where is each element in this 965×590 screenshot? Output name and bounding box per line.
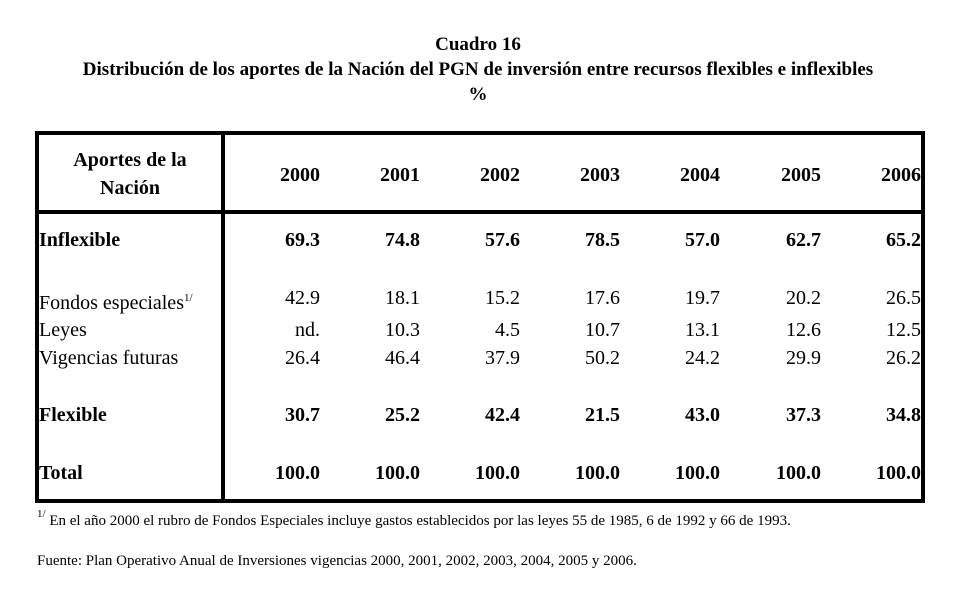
table-cell: 26.2 — [886, 347, 921, 369]
header-label-line1: Aportes de la — [73, 149, 187, 171]
table-cell: nd. — [295, 319, 320, 341]
table-cell: 13.1 — [685, 319, 720, 341]
year-header: 2006 — [881, 164, 921, 186]
table-cell: 65.2 — [886, 229, 921, 251]
year-header: 2004 — [680, 164, 720, 186]
table-cell: 37.3 — [786, 404, 821, 426]
table-cell: 50.2 — [585, 347, 620, 369]
row-label-text: Inflexible — [39, 229, 121, 251]
table-cell: 10.3 — [385, 319, 420, 341]
year-header: 2003 — [580, 164, 620, 186]
table-border — [35, 131, 925, 503]
footnote-ref: 1/ — [183, 292, 193, 304]
column-divider — [221, 131, 225, 503]
table-cell: 21.5 — [585, 404, 620, 426]
row-label: Inflexible — [39, 228, 120, 252]
year-header: 2005 — [781, 164, 821, 186]
row-label-text: Leyes — [39, 319, 87, 341]
year-header: 2002 — [480, 164, 520, 186]
row-label: Flexible — [39, 403, 107, 427]
table-cell: 25.2 — [385, 404, 420, 426]
row-label-text: Total — [39, 462, 83, 484]
table-cell: 43.0 — [685, 404, 720, 426]
row-label-text: Vigencias futuras — [39, 347, 179, 369]
table-cell: 42.9 — [285, 287, 320, 309]
footnote-text: En el año 2000 el rubro de Fondos Especi… — [49, 513, 791, 529]
table-cell: 24.2 — [685, 347, 720, 369]
table-cell: 57.0 — [685, 229, 720, 251]
table-unit: % — [468, 84, 488, 105]
year-header: 2000 — [280, 164, 320, 186]
table-cell: 19.7 — [685, 287, 720, 309]
table-cell: 4.5 — [495, 319, 520, 341]
table-cell: 100.0 — [776, 462, 821, 484]
row-label-text: Fondos especiales — [39, 292, 184, 314]
table-cell: 69.3 — [285, 229, 320, 251]
row-label-text: Flexible — [39, 404, 107, 426]
table-cell: 15.2 — [485, 287, 520, 309]
table-cell: 42.4 — [485, 404, 520, 426]
table-cell: 46.4 — [385, 347, 420, 369]
row-label: Leyes — [39, 318, 87, 342]
row-label: Total — [39, 461, 83, 485]
table-cell: 26.5 — [886, 287, 921, 309]
row-label: Fondos especiales1/ — [39, 286, 193, 315]
header-label-line2: Nación — [100, 177, 160, 199]
table-cell: 34.8 — [886, 404, 921, 426]
table-number: Cuadro 16 — [435, 34, 521, 55]
table-cell: 10.7 — [585, 319, 620, 341]
table-cell: 100.0 — [475, 462, 520, 484]
table-cell: 100.0 — [575, 462, 620, 484]
table-cell: 100.0 — [876, 462, 921, 484]
header-label: Aportes de la Nación — [40, 146, 220, 202]
table-cell: 74.8 — [385, 229, 420, 251]
table-cell: 100.0 — [375, 462, 420, 484]
table-cell: 62.7 — [786, 229, 821, 251]
table-cell: 17.6 — [585, 287, 620, 309]
table-cell: 26.4 — [285, 347, 320, 369]
table-cell: 100.0 — [275, 462, 320, 484]
table-cell: 29.9 — [786, 347, 821, 369]
table-cell: 30.7 — [285, 404, 320, 426]
table-cell: 12.6 — [786, 319, 821, 341]
table-cell: 18.1 — [385, 287, 420, 309]
table-cell: 57.6 — [485, 229, 520, 251]
table-cell: 20.2 — [786, 287, 821, 309]
table-cell: 100.0 — [675, 462, 720, 484]
table-cell: 37.9 — [485, 347, 520, 369]
year-header: 2001 — [380, 164, 420, 186]
footnote: 1/ En el año 2000 el rubro de Fondos Esp… — [37, 508, 791, 530]
source-note: Fuente: Plan Operativo Anual de Inversio… — [37, 553, 637, 569]
footnote-marker: 1/ — [37, 508, 46, 520]
header-divider — [35, 210, 925, 214]
table-cell: 78.5 — [585, 229, 620, 251]
table-title: Distribución de los aportes de la Nación… — [82, 59, 874, 80]
table-cell: 12.5 — [886, 319, 921, 341]
row-label: Vigencias futuras — [39, 346, 178, 370]
